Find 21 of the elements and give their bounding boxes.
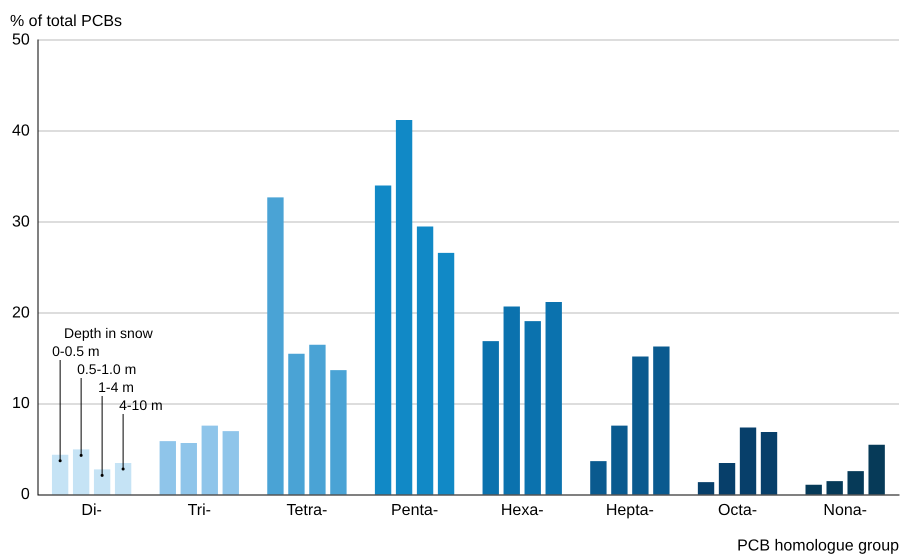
y-axis-title: % of total PCBs (10, 13, 122, 30)
y-tick-label: 30 (12, 213, 30, 230)
x-tick-label: Hepta- (606, 502, 654, 519)
x-axis-title: PCB homologue group (737, 537, 900, 554)
x-tick-label: Nona- (823, 502, 867, 519)
x-tick-label: Penta- (391, 502, 438, 519)
y-tick-label: 20 (12, 304, 30, 322)
y-tick-label: 40 (12, 122, 30, 140)
text: 4-10 m (119, 397, 163, 413)
x-tick-label: Tri- (188, 502, 211, 519)
y-tick-label: 0 (20, 486, 30, 504)
legend-title: Depth in snow (64, 325, 154, 341)
text: 1-4 m (98, 379, 134, 395)
y-tick-label: 50 (12, 31, 30, 48)
x-tick-label: Hexa- (500, 502, 544, 519)
x-tick-label: Tetra- (286, 502, 328, 519)
y-tick-label: 10 (12, 395, 30, 412)
x-tick-label: Octa- (718, 502, 758, 519)
text: 0.5-1.0 m (77, 361, 136, 377)
x-tick-label: Di- (81, 502, 102, 519)
text: 0-0.5 m (52, 343, 100, 359)
